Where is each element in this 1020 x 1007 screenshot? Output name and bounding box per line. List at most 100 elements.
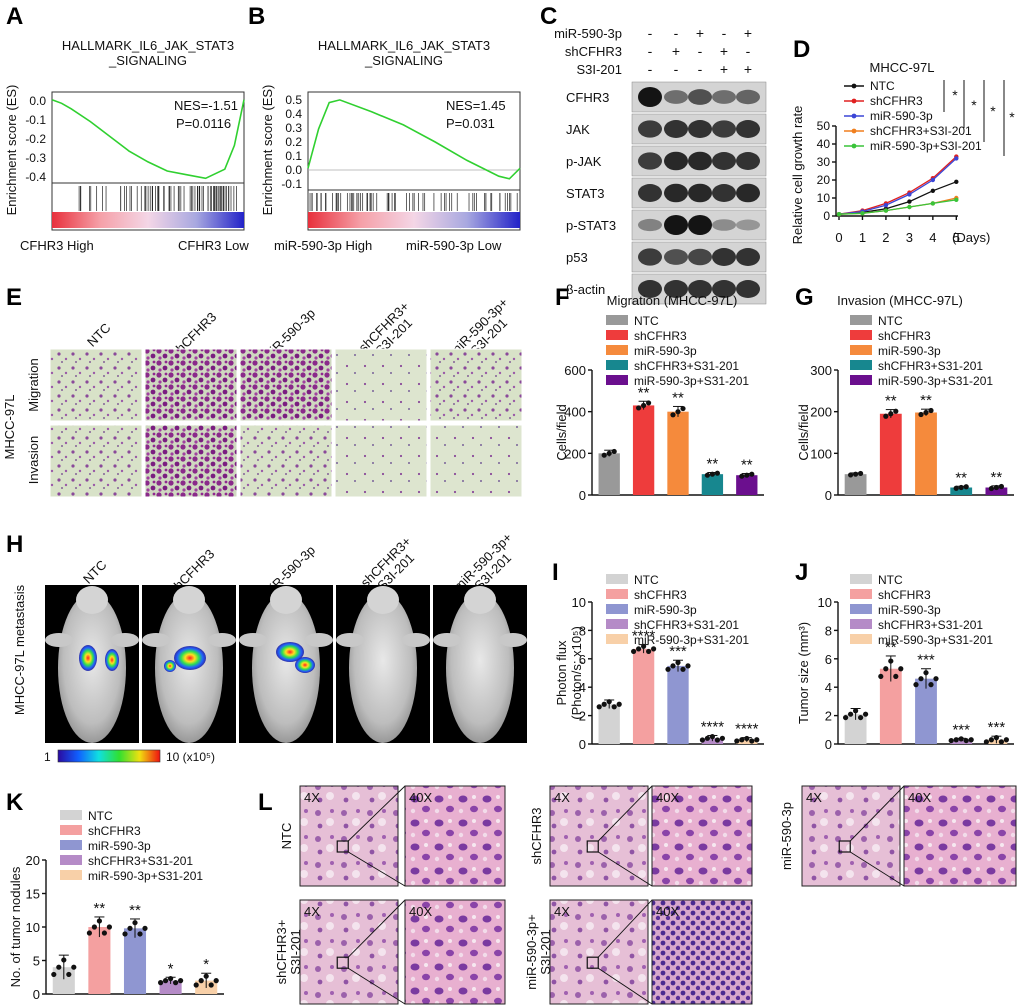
bar-y-tick-label: 5 (33, 954, 40, 969)
wb-mark: + (720, 61, 728, 77)
mouse-head (270, 586, 302, 614)
panel-label-e: E (6, 284, 22, 311)
bar-legend-swatch (606, 634, 628, 644)
bar-legend-swatch (850, 604, 872, 614)
gsea-a-title-line1: HALLMARK_IL6_JAK_STAT3 (62, 38, 234, 53)
sig-star: * (952, 87, 958, 103)
growth-legend-marker (851, 143, 857, 149)
wb-header-sh: shCFHR3 (565, 44, 622, 59)
growth-x-tick-label: 4 (929, 230, 936, 245)
gsea-b-pvalue: P=0.031 (446, 116, 495, 131)
growth-x-tick-label: 1 (859, 230, 866, 245)
bar-legend-label: miR-590-3p (878, 344, 941, 358)
data-point (993, 484, 1000, 491)
data-point (963, 484, 969, 490)
bar-chart-title: Invasion (MHCC-97L) (837, 293, 963, 308)
growth-legend-marker (851, 83, 857, 89)
growth-y-tick-label: 40 (817, 137, 831, 151)
growth-x-tick-label: 5 (953, 230, 960, 245)
data-point (913, 682, 919, 688)
growth-legend-label: shCFHR3 (870, 94, 923, 108)
mouse-forelimb (239, 633, 267, 647)
growth-point (883, 203, 889, 208)
significance-star: ** (885, 639, 897, 656)
he-high-mag-image (404, 785, 506, 887)
bar (701, 474, 724, 495)
data-point (878, 673, 884, 680)
data-point (122, 931, 128, 937)
data-point (178, 978, 184, 984)
bar-y-tick-label: 6 (825, 652, 832, 667)
bar-legend-label: miR-590-3p (88, 839, 151, 853)
wb-band (736, 219, 760, 231)
data-point (699, 737, 706, 743)
growth-y-tick-label: 10 (817, 191, 831, 205)
bar-y-label-line: Cells/field (554, 404, 569, 460)
he-zoom-line (347, 785, 406, 842)
wb-band (736, 183, 760, 203)
data-point (923, 409, 929, 416)
mouse-head (367, 586, 399, 614)
growth-point (930, 188, 936, 193)
significance-star: ** (920, 392, 932, 409)
data-point (646, 648, 652, 655)
data-point (848, 472, 854, 478)
significance-star: ** (991, 469, 1003, 486)
sig-star: * (1009, 109, 1015, 125)
he-zoom-box (336, 840, 349, 853)
data-point (213, 978, 219, 984)
growth-point (954, 179, 959, 184)
data-point (953, 737, 959, 743)
sig-star: * (971, 97, 977, 113)
data-point (863, 711, 869, 717)
data-point (983, 739, 990, 745)
growth-title: MHCC-97L (869, 60, 934, 75)
bar-y-tick-label: 4 (825, 680, 832, 695)
bar-y-label-line: (Photon/s; x10⁵) (569, 626, 584, 720)
he-high-mag-label: 40X (908, 790, 931, 805)
gsea-a-es-curve (51, 98, 245, 180)
transwell-invasion-image (49, 424, 143, 498)
bar-legend-swatch (606, 604, 628, 614)
gsea-panel-a: HALLMARK_IL6_JAK_STAT3 _SIGNALING Enrich… (4, 38, 249, 253)
he-low-mag-label: 4X (304, 790, 320, 805)
wb-band (638, 280, 662, 298)
metastasis-side-label: MHCC-97L metastasis (12, 584, 27, 715)
wb-band (664, 215, 688, 235)
wb-mark: + (744, 25, 752, 41)
bar-y-tick-label: 2 (579, 709, 586, 724)
bar-legend-label: shCFHR3 (634, 329, 687, 343)
transwell-row-invasion: Invasion (26, 436, 41, 484)
wb-band (664, 90, 688, 104)
significance-star: ** (672, 389, 684, 406)
gsea-a-hit-bars (78, 186, 237, 211)
data-point (993, 735, 1000, 741)
bar (915, 412, 937, 495)
bar-legend-swatch (850, 619, 872, 629)
wb-band (664, 183, 688, 203)
data-point (739, 737, 745, 743)
growth-significance: * * * * (943, 80, 1015, 156)
growth-x-tick-label: 3 (906, 230, 913, 245)
scale-max: 10 (x10⁵) (166, 750, 215, 764)
wb-band (736, 248, 760, 266)
bar-legend-swatch (850, 589, 872, 599)
bar (667, 665, 689, 744)
bar-legend-label: shCFHR3+S31-201 (878, 618, 983, 632)
mouse-forelimb (111, 633, 139, 647)
data-point (958, 736, 964, 742)
data-point (670, 412, 676, 418)
growth-y-tick-label: 20 (817, 173, 831, 187)
data-point (596, 704, 602, 710)
bar (598, 453, 620, 495)
he-low-mag-label: 4X (554, 790, 570, 805)
migration-bar-chart: Migration (MHCC-97L)NTCshCFHR3miR-590-3p… (554, 293, 764, 503)
bar (123, 928, 147, 994)
wb-protein-label: CFHR3 (566, 90, 609, 105)
he-row-label-line: miR-590-3p+ (524, 914, 539, 990)
data-point (641, 402, 647, 409)
he-high-mag-image (404, 899, 506, 1005)
significance-star: **** (735, 721, 759, 738)
growth-legend-label: shCFHR3+S3I-201 (870, 124, 972, 138)
